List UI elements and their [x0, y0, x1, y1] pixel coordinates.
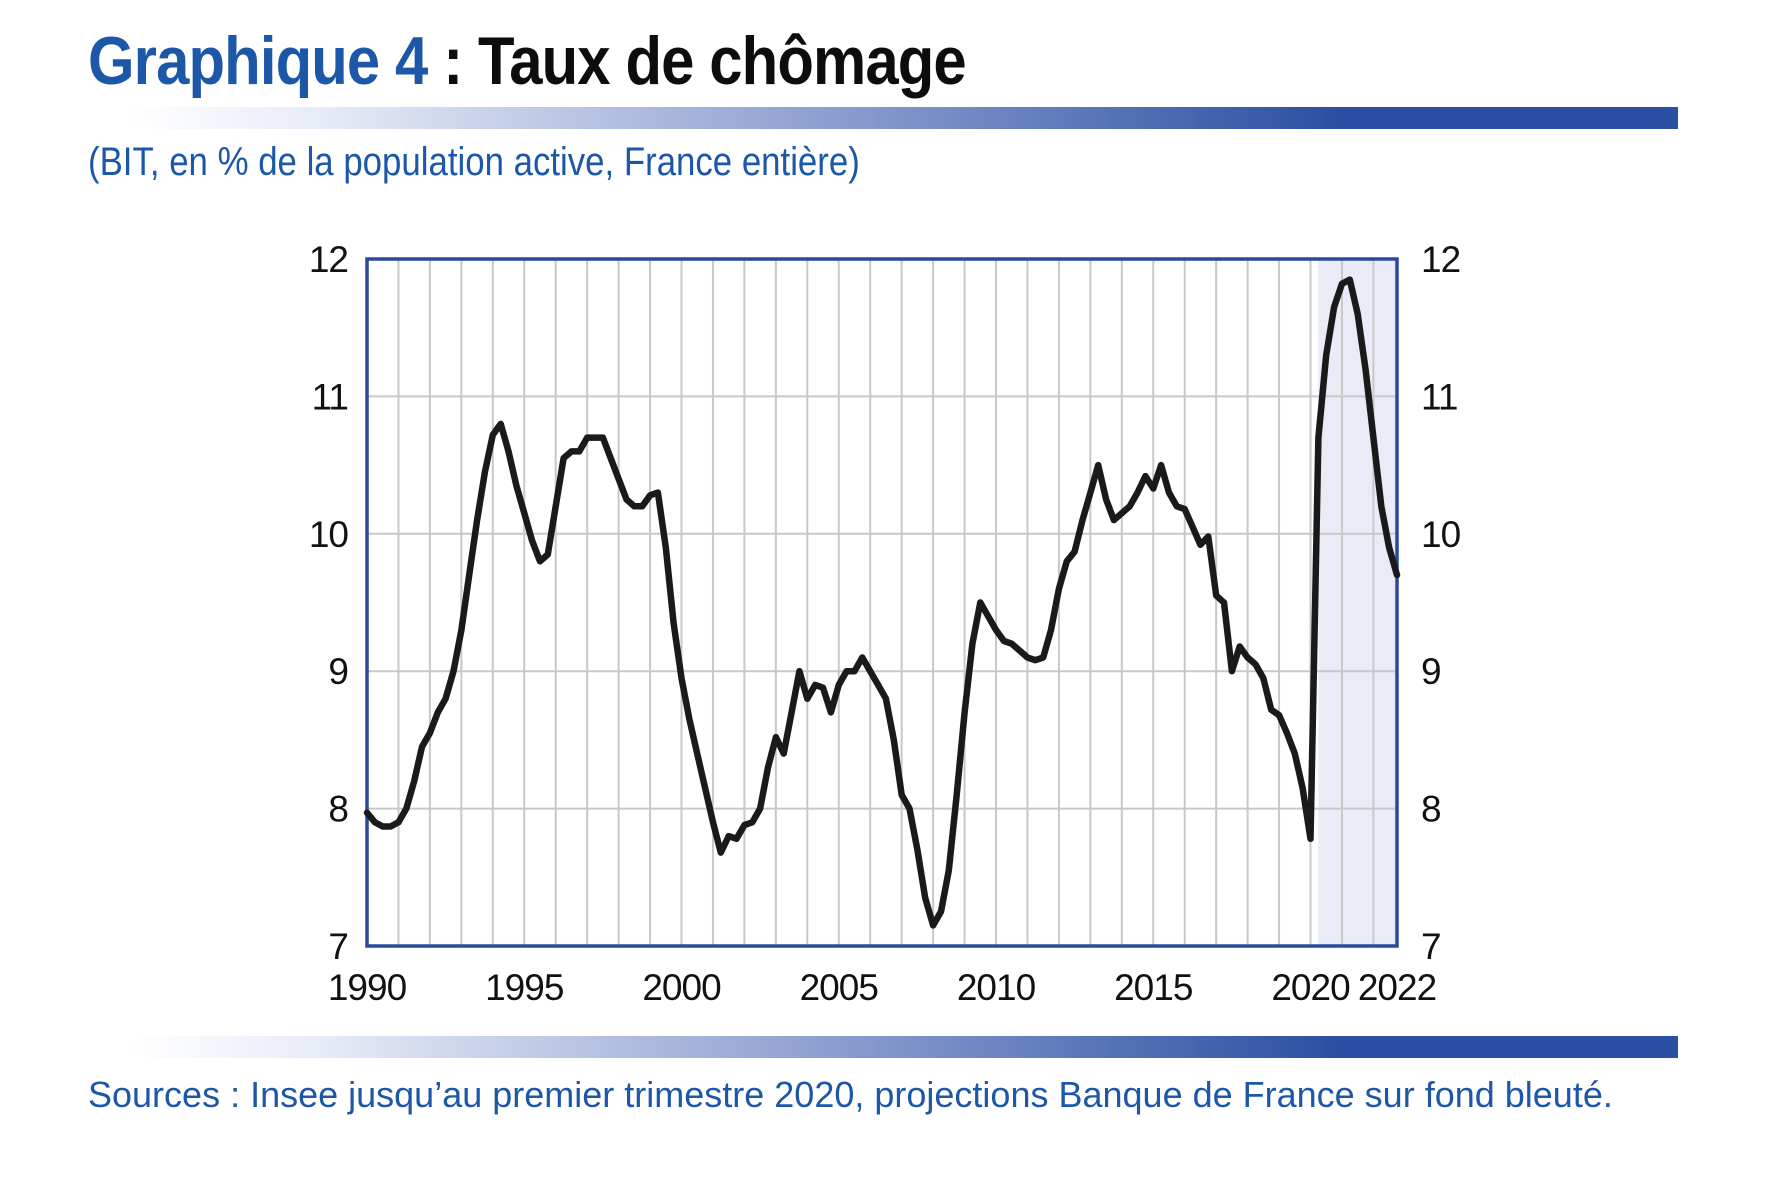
y-tick-label-left: 7 — [328, 926, 348, 967]
x-tick-label: 1990 — [328, 967, 407, 1008]
unemployment-line — [363, 276, 1401, 929]
x-tick-label: 2010 — [957, 967, 1036, 1008]
x-tick-label: 2020 — [1271, 967, 1350, 1008]
y-tick-label-left: 11 — [312, 376, 348, 417]
projection-band — [1318, 259, 1397, 946]
y-tick-label-right: 12 — [1421, 239, 1460, 280]
x-tick-label: 2022 — [1358, 967, 1436, 1008]
y-tick-label-right: 11 — [1421, 376, 1457, 417]
y-tick-label-right: 9 — [1421, 651, 1441, 692]
y-tick-label-left: 9 — [328, 651, 348, 692]
unemployment-chart: 12 12 11 11 10 10 9 9 8 8 7 7 1990 1995 2000 2005 2010 20… — [0, 210, 1776, 1020]
chart-subtitle: (BIT, en % de la population active, Fran… — [88, 140, 860, 184]
x-tick-label: 2005 — [800, 967, 879, 1008]
x-tick-label: 1995 — [485, 967, 564, 1008]
x-tick-label: 2000 — [642, 967, 721, 1008]
page-title-number: Graphique 4 — [88, 23, 428, 99]
sources-caption: Sources : Insee jusqu’au premier trimest… — [88, 1074, 1613, 1115]
plot-border — [365, 257, 1399, 948]
x-tick-label: 2015 — [1114, 967, 1193, 1008]
y-tick-label-left: 8 — [328, 789, 348, 830]
y-tick-label-left: 10 — [309, 514, 349, 555]
y-tick-label-right: 7 — [1421, 926, 1441, 967]
bottom-gradient-rule — [128, 1036, 1678, 1058]
y-tick-label-right: 10 — [1421, 514, 1461, 555]
page-title: Graphique 4 : Taux de chômage — [88, 23, 967, 99]
y-tick-label-right: 8 — [1421, 789, 1441, 830]
y-tick-label-left: 12 — [309, 239, 348, 280]
page-title-text: : Taux de chômage — [427, 23, 966, 99]
top-gradient-rule — [128, 107, 1678, 129]
